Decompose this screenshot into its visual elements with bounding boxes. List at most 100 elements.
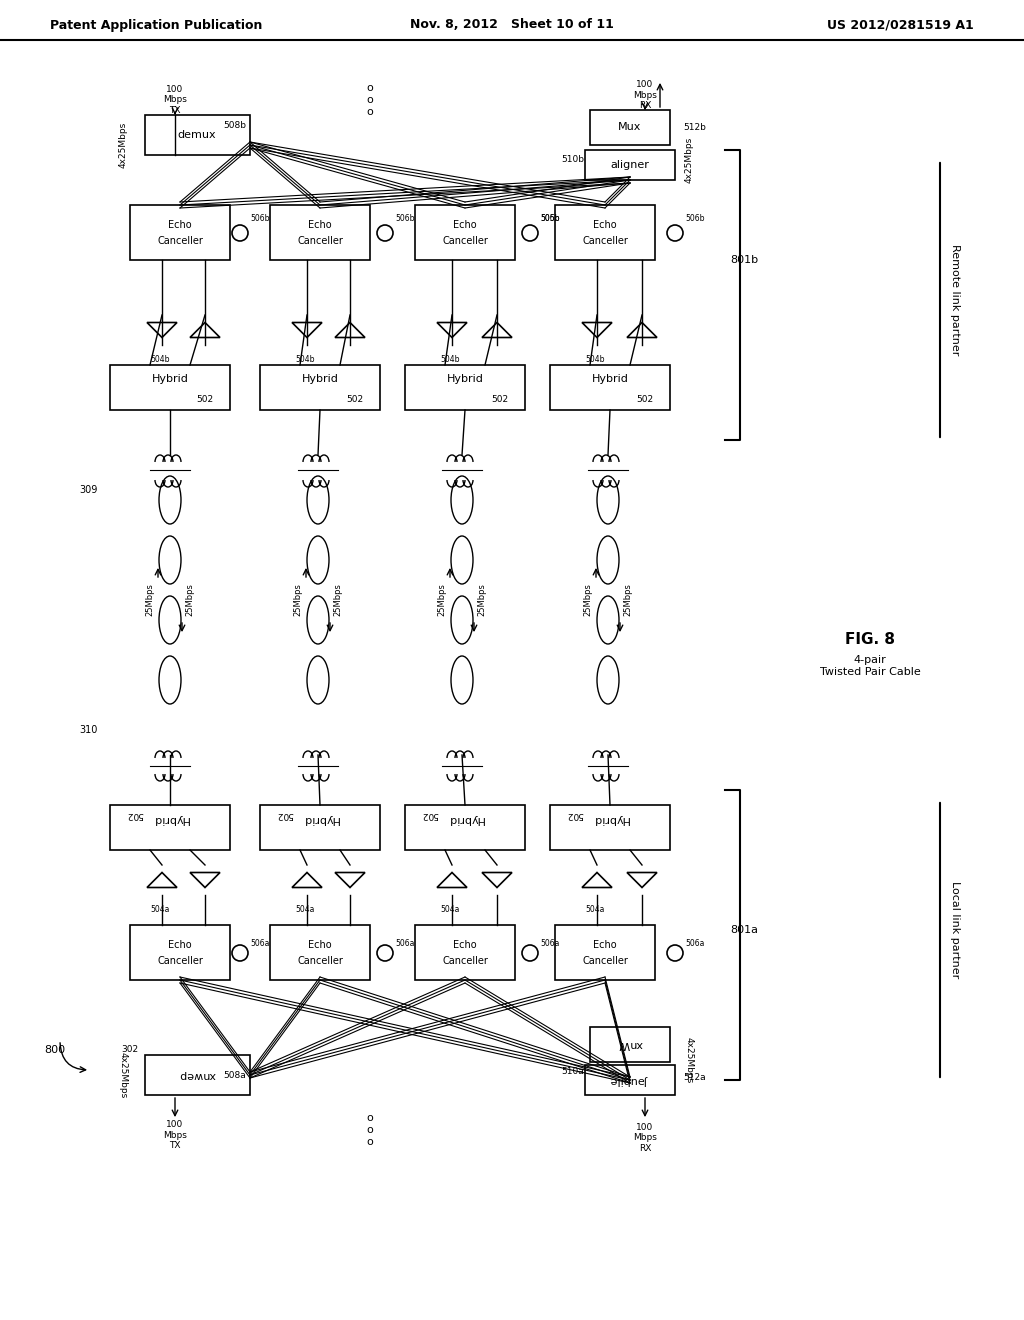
- Text: 508b: 508b: [223, 120, 247, 129]
- Text: Canceller: Canceller: [157, 956, 203, 965]
- FancyBboxPatch shape: [130, 205, 230, 260]
- FancyBboxPatch shape: [145, 115, 250, 154]
- Text: 502: 502: [566, 810, 584, 820]
- Text: Echo: Echo: [168, 219, 191, 230]
- Text: 25Mbps: 25Mbps: [437, 583, 446, 616]
- Text: Local link partner: Local link partner: [950, 882, 961, 978]
- Text: 502: 502: [197, 396, 214, 404]
- FancyBboxPatch shape: [270, 205, 370, 260]
- Text: 502: 502: [126, 810, 143, 820]
- Text: Hybrid: Hybrid: [301, 375, 339, 384]
- Text: FIG. 8: FIG. 8: [845, 632, 895, 648]
- Circle shape: [522, 224, 538, 242]
- FancyBboxPatch shape: [585, 150, 675, 180]
- Circle shape: [232, 945, 248, 961]
- Text: Hybrid: Hybrid: [152, 814, 188, 825]
- Text: Jəubile: Jəubile: [611, 1074, 648, 1085]
- Text: xnwep: xnwep: [178, 1071, 215, 1080]
- Text: 502: 502: [276, 810, 294, 820]
- Text: Echo: Echo: [308, 940, 332, 949]
- Text: 25Mbps: 25Mbps: [185, 583, 195, 616]
- Text: 100
Mbps
TX: 100 Mbps TX: [163, 1121, 187, 1150]
- Text: Mux: Mux: [618, 121, 642, 132]
- FancyBboxPatch shape: [555, 205, 655, 260]
- Text: 506b: 506b: [540, 214, 559, 223]
- Text: 25Mbps: 25Mbps: [145, 583, 155, 616]
- FancyBboxPatch shape: [260, 366, 380, 411]
- FancyBboxPatch shape: [145, 1055, 250, 1096]
- Text: 502: 502: [492, 396, 509, 404]
- Text: US 2012/0281519 A1: US 2012/0281519 A1: [827, 18, 974, 32]
- Text: 512a: 512a: [684, 1073, 707, 1082]
- Text: Canceller: Canceller: [297, 235, 343, 246]
- Text: Hybrid: Hybrid: [446, 375, 483, 384]
- Text: Hybrid: Hybrid: [301, 814, 339, 825]
- Text: Hybrid: Hybrid: [592, 814, 629, 825]
- Text: Hybrid: Hybrid: [446, 814, 483, 825]
- Text: 25Mbps: 25Mbps: [624, 583, 633, 616]
- Text: 310: 310: [79, 725, 97, 735]
- Text: 25Mbps: 25Mbps: [584, 583, 593, 616]
- Text: 25Mbps: 25Mbps: [477, 583, 486, 616]
- Text: +: +: [236, 948, 244, 958]
- Text: Echo: Echo: [593, 940, 616, 949]
- Text: 801a: 801a: [730, 925, 758, 935]
- Text: Echo: Echo: [308, 219, 332, 230]
- Text: o
o
o: o o o: [367, 1113, 374, 1147]
- FancyBboxPatch shape: [110, 805, 230, 850]
- FancyBboxPatch shape: [590, 1027, 670, 1063]
- FancyBboxPatch shape: [130, 925, 230, 979]
- Text: 4-pair: 4-pair: [854, 655, 887, 665]
- Circle shape: [667, 224, 683, 242]
- FancyBboxPatch shape: [406, 805, 525, 850]
- Circle shape: [232, 224, 248, 242]
- Text: 504a: 504a: [440, 906, 460, 913]
- Circle shape: [377, 945, 393, 961]
- Text: Twisted Pair Cable: Twisted Pair Cable: [819, 667, 921, 677]
- Text: 506a: 506a: [540, 939, 559, 948]
- Text: 4x25Mbps: 4x25Mbps: [119, 121, 128, 168]
- Circle shape: [667, 945, 683, 961]
- Text: +: +: [381, 948, 389, 958]
- FancyBboxPatch shape: [415, 205, 515, 260]
- Text: 502: 502: [637, 396, 653, 404]
- Text: Canceller: Canceller: [442, 235, 488, 246]
- Text: 510a: 510a: [561, 1068, 585, 1077]
- Text: Nov. 8, 2012   Sheet 10 of 11: Nov. 8, 2012 Sheet 10 of 11: [410, 18, 614, 32]
- Text: 4x25Mbps: 4x25Mbps: [119, 1052, 128, 1098]
- Text: 504b: 504b: [586, 355, 605, 364]
- Text: +: +: [381, 228, 389, 238]
- Text: Canceller: Canceller: [582, 956, 628, 965]
- FancyBboxPatch shape: [110, 366, 230, 411]
- Circle shape: [377, 224, 393, 242]
- Text: Canceller: Canceller: [157, 235, 203, 246]
- Text: Echo: Echo: [454, 940, 477, 949]
- Text: 25Mbps: 25Mbps: [294, 583, 302, 616]
- Text: 502: 502: [422, 810, 438, 820]
- Text: 100
Mbps
RX: 100 Mbps RX: [633, 81, 657, 110]
- FancyBboxPatch shape: [270, 925, 370, 979]
- Text: Remote link partner: Remote link partner: [950, 244, 961, 355]
- Text: +: +: [526, 228, 534, 238]
- FancyBboxPatch shape: [550, 366, 670, 411]
- Text: 506a: 506a: [685, 939, 705, 948]
- Text: 302: 302: [122, 1045, 138, 1055]
- Text: 512b: 512b: [684, 124, 707, 132]
- Text: 800: 800: [44, 1045, 66, 1055]
- Text: 25Mbps: 25Mbps: [334, 583, 342, 616]
- Text: demux: demux: [178, 129, 216, 140]
- Text: Hybrid: Hybrid: [152, 375, 188, 384]
- FancyBboxPatch shape: [406, 366, 525, 411]
- Text: Echo: Echo: [168, 940, 191, 949]
- Text: 504a: 504a: [295, 906, 314, 913]
- Text: 508a: 508a: [223, 1071, 247, 1080]
- Text: 309: 309: [79, 484, 97, 495]
- Text: aligner: aligner: [610, 160, 649, 170]
- Text: Canceller: Canceller: [442, 956, 488, 965]
- FancyBboxPatch shape: [260, 805, 380, 850]
- FancyBboxPatch shape: [590, 110, 670, 145]
- Text: 504b: 504b: [295, 355, 314, 364]
- Text: Patent Application Publication: Patent Application Publication: [50, 18, 262, 32]
- Text: +: +: [236, 228, 244, 238]
- Text: Echo: Echo: [593, 219, 616, 230]
